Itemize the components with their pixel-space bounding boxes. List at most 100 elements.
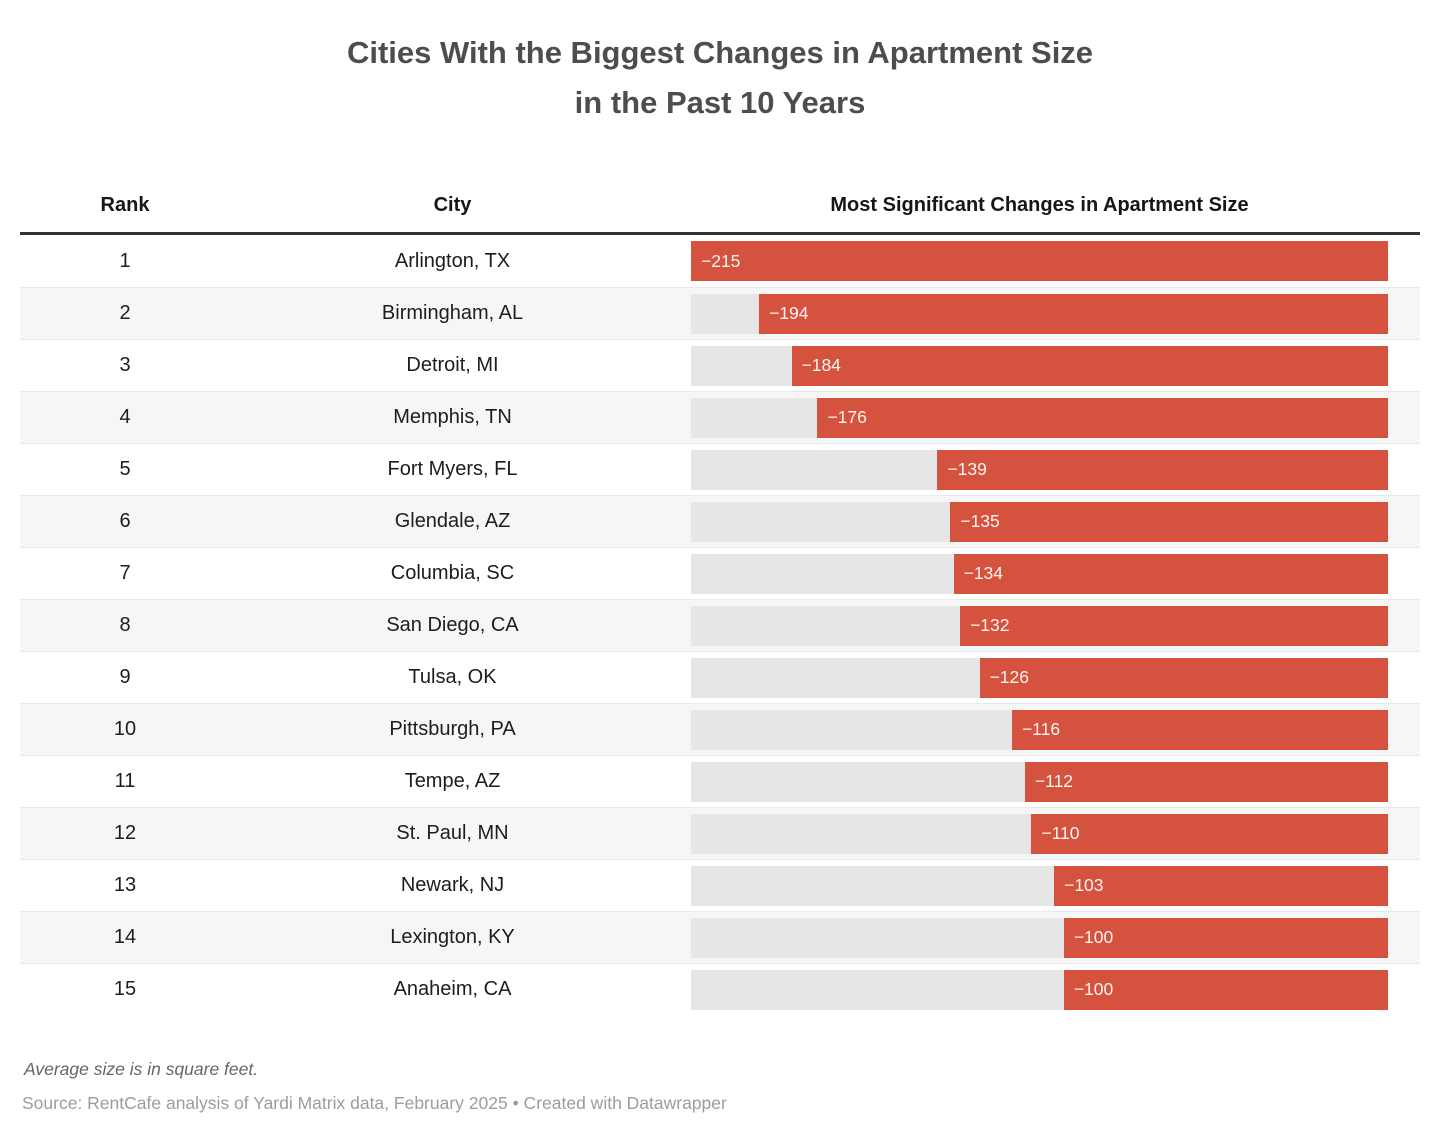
value-bar: −112 — [1024, 761, 1388, 802]
value-bar: −116 — [1011, 709, 1388, 750]
value-bar: −110 — [1031, 813, 1388, 854]
table-header-row: Rank City Most Significant Changes in Ap… — [20, 194, 1420, 235]
table-body: 1 Arlington, TX −215 2 Birmingham, AL −1… — [20, 235, 1420, 1015]
value-bar: −134 — [953, 553, 1388, 594]
value-bar: −215 — [691, 241, 1388, 281]
table-row: 6 Glendale, AZ −135 — [20, 495, 1420, 547]
value-bar: −176 — [817, 397, 1388, 438]
value-bar: −132 — [960, 605, 1388, 646]
rank-cell: 7 — [119, 562, 131, 584]
value-bar: −100 — [1063, 969, 1388, 1010]
rank-cell: 2 — [119, 302, 131, 324]
bar-value-label: −135 — [960, 511, 1000, 531]
bar-value-label: −134 — [963, 563, 1004, 583]
column-header-rank: Rank — [100, 194, 150, 216]
city-cell: San Diego, CA — [386, 614, 519, 636]
footnote: Average size is in square feet. — [24, 1059, 259, 1079]
bar-cell: −215 — [675, 241, 1420, 281]
bar-track: −112 — [691, 761, 1388, 802]
column-header-city: City — [433, 194, 472, 216]
table-row: 5 Fort Myers, FL −139 — [20, 443, 1420, 495]
value-bar: −139 — [937, 449, 1388, 490]
bar-value-label: −100 — [1073, 979, 1114, 999]
chart-title-line2: in the Past 10 Years — [574, 85, 866, 120]
bar-track: −184 — [691, 345, 1388, 386]
table-row: 12 St. Paul, MN −110 — [20, 807, 1420, 859]
table-row: 10 Pittsburgh, PA −116 — [20, 703, 1420, 755]
table-row: 3 Detroit, MI −184 — [20, 339, 1420, 391]
rank-cell: 14 — [113, 926, 137, 948]
bar-cell: −132 — [675, 605, 1420, 646]
rank-cell: 8 — [119, 614, 131, 636]
bar-value-label: −139 — [947, 459, 987, 479]
bar-cell: −112 — [675, 761, 1420, 802]
rank-cell: 15 — [113, 978, 137, 1000]
value-bar: −184 — [791, 345, 1388, 386]
bar-cell: −139 — [675, 449, 1420, 490]
bar-cell: −135 — [675, 501, 1420, 542]
table-row: 8 San Diego, CA −132 — [20, 599, 1420, 651]
rank-cell: 6 — [119, 510, 131, 532]
chart-title-line1: Cities With the Biggest Changes in Apart… — [346, 35, 1094, 70]
bar-value-label: −110 — [1041, 823, 1080, 843]
bar-track: −215 — [691, 241, 1388, 281]
rank-cell: 13 — [113, 874, 137, 896]
table-row: 9 Tulsa, OK −126 — [20, 651, 1420, 703]
bar-value-label: −194 — [769, 303, 809, 323]
city-cell: Tempe, AZ — [404, 770, 501, 792]
bar-track: −134 — [691, 553, 1388, 594]
bar-value-label: −184 — [801, 355, 841, 375]
city-cell: Lexington, KY — [390, 926, 515, 948]
bar-track: −135 — [691, 501, 1388, 542]
bar-cell: −126 — [675, 657, 1420, 698]
city-cell: Tulsa, OK — [408, 666, 497, 688]
city-cell: Detroit, MI — [406, 354, 499, 376]
table-row: 14 Lexington, KY −100 — [20, 911, 1420, 963]
city-cell: Memphis, TN — [393, 406, 512, 428]
bar-track: −110 — [691, 813, 1388, 854]
rank-cell: 5 — [119, 458, 131, 480]
bar-value-label: −176 — [827, 407, 867, 427]
city-cell: Newark, NJ — [400, 874, 505, 896]
column-header-change: Most Significant Changes in Apartment Si… — [830, 194, 1249, 216]
bar-cell: −116 — [675, 709, 1420, 750]
table-row: 11 Tempe, AZ −112 — [20, 755, 1420, 807]
bar-track: −116 — [691, 709, 1388, 750]
city-cell: Arlington, TX — [394, 249, 511, 272]
source-attribution: Source: RentCafe analysis of Yardi Matri… — [22, 1093, 727, 1113]
bar-track: −100 — [691, 917, 1388, 958]
bar-cell: −100 — [675, 917, 1420, 958]
rank-cell: 12 — [113, 822, 137, 844]
city-cell: St. Paul, MN — [396, 822, 509, 844]
bar-value-label: −116 — [1021, 719, 1061, 739]
rank-cell: 9 — [119, 666, 131, 688]
bar-track: −139 — [691, 449, 1388, 490]
rank-cell: 4 — [119, 406, 131, 428]
bar-track: −100 — [691, 969, 1388, 1010]
chart-title: Cities With the Biggest Changes in Apart… — [20, 0, 1420, 128]
chart-container: Cities With the Biggest Changes in Apart… — [20, 0, 1420, 1113]
bar-track: −126 — [691, 657, 1388, 698]
bar-track: −194 — [691, 293, 1388, 334]
table-row: 1 Arlington, TX −215 — [20, 235, 1420, 287]
value-bar: −194 — [759, 293, 1388, 334]
value-bar: −135 — [950, 501, 1388, 542]
rank-cell: 3 — [119, 354, 131, 376]
city-cell: Pittsburgh, PA — [389, 718, 516, 740]
value-bar: −126 — [979, 657, 1388, 698]
table-row: 2 Birmingham, AL −194 — [20, 287, 1420, 339]
city-cell: Glendale, AZ — [394, 510, 511, 532]
table-row: 13 Newark, NJ −103 — [20, 859, 1420, 911]
bar-cell: −100 — [675, 969, 1420, 1010]
bar-value-label: −215 — [701, 250, 741, 271]
city-cell: Fort Myers, FL — [387, 458, 518, 480]
bar-cell: −194 — [675, 293, 1420, 334]
bar-value-label: −126 — [989, 667, 1029, 687]
rank-cell: 11 — [114, 770, 136, 792]
bar-cell: −184 — [675, 345, 1420, 386]
value-bar: −100 — [1063, 917, 1388, 958]
bar-track: −176 — [691, 397, 1388, 438]
city-cell: Anaheim, CA — [393, 978, 512, 1000]
table-row: 7 Columbia, SC −134 — [20, 547, 1420, 599]
rank-cell: 10 — [113, 718, 137, 740]
